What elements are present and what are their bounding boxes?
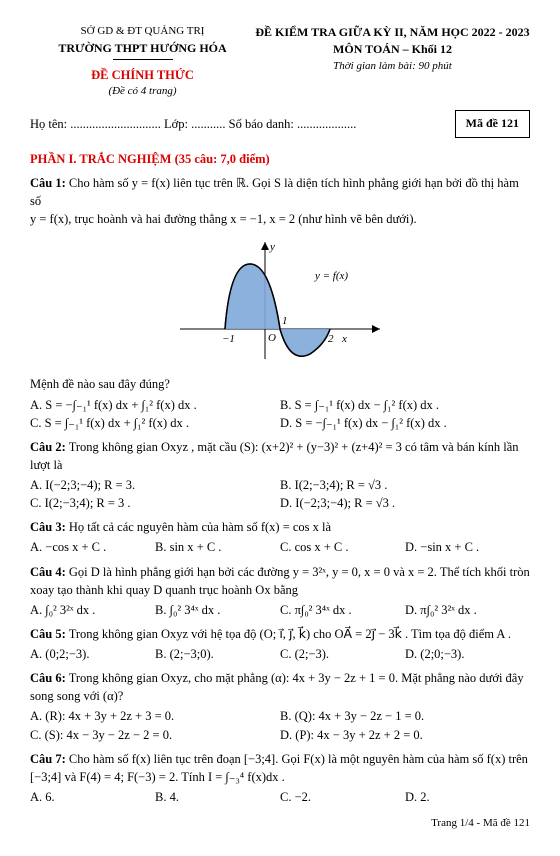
exam-title: ĐỀ KIỂM TRA GIỮA KỲ II, NĂM HỌC 2022 - 2… — [255, 24, 530, 41]
info-row: Họ tên: ............................. Lớ… — [30, 110, 530, 137]
q6-D: D. (P): 4x − 3y + 2z + 2 = 0. — [280, 726, 530, 744]
q1-text2: y = f(x), trục hoành và hai đường thẳng … — [30, 210, 530, 228]
ylabel: y — [269, 241, 275, 253]
q7-D: D. 2. — [405, 788, 530, 806]
decotrang: (Đề có 4 trang) — [30, 84, 255, 100]
q3-opts: A. −cos x + C . B. sin x + C . C. cos x … — [30, 538, 530, 556]
q1-graph-svg: −1 O 1 2 x y y = f(x) — [170, 234, 390, 364]
q3-text: Họ tất cả các nguyên hàm của hàm số f(x)… — [69, 520, 331, 534]
exam-mon: MÔN TOÁN – Khối 12 — [255, 41, 530, 58]
q4-D: D. π∫₀² 3²ˣ dx . — [405, 601, 530, 619]
tick-2: 2 — [328, 333, 334, 345]
q2-D: D. I(−2;3;−4); R = √3 . — [280, 494, 530, 512]
q2-opts: A. I(−2;3;−4); R = 3. B. I(2;−3;4); R = … — [30, 476, 530, 512]
q6-text: Trong không gian Oxyz, cho mặt phẳng (α)… — [30, 671, 524, 703]
q4-opts: A. ∫₀² 3²ˣ dx . B. ∫₀² 3⁴ˣ dx . C. π∫₀² … — [30, 601, 530, 619]
q7-text: Cho hàm số f(x) liên tục trên đoạn [−3;4… — [30, 752, 528, 784]
lop: Lớp: ........... — [164, 117, 225, 131]
q1-D: D. S = −∫₋₁¹ f(x) dx − ∫₁² f(x) dx . — [280, 414, 530, 432]
q7-A: A. 6. — [30, 788, 155, 806]
q5-text: Trong không gian Oxyz với hệ tọa độ (O; … — [69, 627, 511, 641]
q7-C: C. −2. — [280, 788, 405, 806]
q2-A: A. I(−2;3;−4); R = 3. — [30, 476, 280, 494]
flabel: y = f(x) — [314, 270, 348, 282]
q4-A: A. ∫₀² 3²ˣ dx . — [30, 601, 155, 619]
question-6: Câu 6: Trong không gian Oxyz, cho mặt ph… — [30, 669, 530, 705]
q5-label: Câu 5: — [30, 627, 66, 641]
question-2: Câu 2: Trong không gian Oxyz , mặt cầu (… — [30, 438, 530, 474]
exam-thoigian: Thời gian làm bài: 90 phút — [255, 59, 530, 75]
q1-B: B. S = ∫₋₁¹ f(x) dx − ∫₁² f(x) dx . — [280, 396, 530, 414]
underline — [113, 59, 173, 60]
header-right: ĐỀ KIỂM TRA GIỮA KỲ II, NĂM HỌC 2022 - 2… — [255, 24, 530, 100]
made-box: Mã đề 121 — [455, 110, 530, 137]
truong-text: TRƯỜNG THPT HƯỚNG HÓA — [30, 40, 255, 57]
page-footer: Trang 1/4 - Mã đề 121 — [30, 816, 530, 832]
q3-B: B. sin x + C . — [155, 538, 280, 556]
q2-C: C. I(2;−3;4); R = 3 . — [30, 494, 280, 512]
q4-label: Câu 4: — [30, 565, 66, 579]
q3-D: D. −sin x + C . — [405, 538, 530, 556]
q2-B: B. I(2;−3;4); R = √3 . — [280, 476, 530, 494]
q5-D: D. (2;0;−3). — [405, 645, 530, 663]
fill-area-left — [225, 264, 280, 329]
q2-label: Câu 2: — [30, 440, 66, 454]
q3-A: A. −cos x + C . — [30, 538, 155, 556]
q6-opts: A. (R): 4x + 3y + 2z + 3 = 0. B. (Q): 4x… — [30, 707, 530, 743]
header: SỞ GD & ĐT QUẢNG TRỊ TRƯỜNG THPT HƯỚNG H… — [30, 24, 530, 100]
q1-A: A. S = −∫₋₁¹ f(x) dx + ∫₁² f(x) dx . — [30, 396, 280, 414]
q7-opts: A. 6. B. 4. C. −2. D. 2. — [30, 788, 530, 806]
xlabel: x — [341, 333, 347, 345]
q4-B: B. ∫₀² 3⁴ˣ dx . — [155, 601, 280, 619]
sbd: Số báo danh: ................... — [229, 117, 357, 131]
q3-C: C. cos x + C . — [280, 538, 405, 556]
q5-A: A. (0;2;−3). — [30, 645, 155, 663]
tick-o: O — [268, 332, 276, 344]
q6-label: Câu 6: — [30, 671, 66, 685]
question-7: Câu 7: Cho hàm số f(x) liên tục trên đoạ… — [30, 750, 530, 786]
question-5: Câu 5: Trong không gian Oxyz với hệ tọa … — [30, 625, 530, 643]
q4-C: C. π∫₀² 3⁴ˣ dx . — [280, 601, 405, 619]
dechinhthuc: ĐỀ CHÍNH THỨC — [30, 66, 255, 84]
tick-1: 1 — [282, 315, 288, 327]
sogd-text: SỞ GD & ĐT QUẢNG TRỊ — [30, 24, 255, 40]
header-left: SỞ GD & ĐT QUẢNG TRỊ TRƯỜNG THPT HƯỚNG H… — [30, 24, 255, 100]
q1-C: C. S = ∫₋₁¹ f(x) dx + ∫₁² f(x) dx . — [30, 414, 280, 432]
section-title: PHẦN I. TRẮC NGHIỆM (35 câu: 7,0 điểm) — [30, 150, 530, 168]
q5-B: B. (2;−3;0). — [155, 645, 280, 663]
question-1: Câu 1: Cho hàm số y = f(x) liên tục trên… — [30, 174, 530, 228]
question-4: Câu 4: Gọi D là hình phẳng giới hạn bởi … — [30, 563, 530, 599]
tick-neg1: −1 — [222, 333, 235, 345]
q6-C: C. (S): 4x − 3y − 2z − 2 = 0. — [30, 726, 280, 744]
q6-B: B. (Q): 4x + 3y − 2z − 1 = 0. — [280, 707, 530, 725]
info-left: Họ tên: ............................. Lớ… — [30, 115, 455, 133]
q1-label: Câu 1: — [30, 176, 66, 190]
q4-text: Gọi D là hình phẳng giới hạn bởi các đườ… — [30, 565, 530, 597]
q1-menhde: Mệnh đề nào sau đây đúng? — [30, 375, 530, 393]
question-3: Câu 3: Họ tất cả các nguyên hàm của hàm … — [30, 518, 530, 536]
q1-opts: A. S = −∫₋₁¹ f(x) dx + ∫₁² f(x) dx . B. … — [30, 396, 530, 432]
q7-B: B. 4. — [155, 788, 280, 806]
q2-text: Trong không gian Oxyz , mặt cầu (S): (x+… — [30, 440, 519, 472]
q7-label: Câu 7: — [30, 752, 66, 766]
q5-C: C. (2;−3). — [280, 645, 405, 663]
q1-text1: Cho hàm số y = f(x) liên tục trên ℝ. Gọi… — [30, 176, 519, 208]
q1-figure: −1 O 1 2 x y y = f(x) — [30, 234, 530, 369]
q3-label: Câu 3: — [30, 520, 66, 534]
q6-A: A. (R): 4x + 3y + 2z + 3 = 0. — [30, 707, 280, 725]
q5-opts: A. (0;2;−3). B. (2;−3;0). C. (2;−3). D. … — [30, 645, 530, 663]
hoten: Họ tên: ............................. — [30, 117, 161, 131]
